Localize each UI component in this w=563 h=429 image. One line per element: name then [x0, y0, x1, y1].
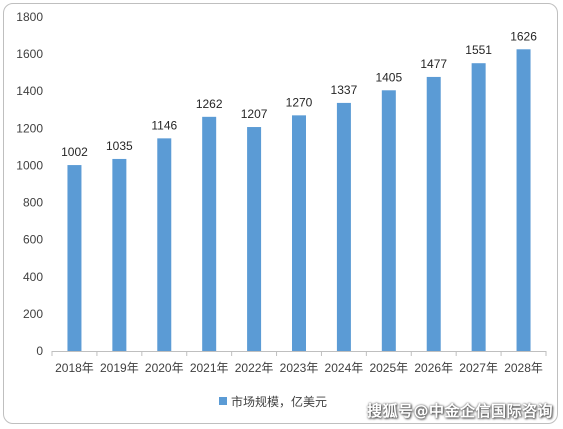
bar: [67, 165, 82, 351]
legend-swatch: [219, 397, 227, 405]
y-axis: 0 200 400 600 800 1000 1200 1400 1600 1800: [16, 10, 43, 358]
y-tick-label: 800: [23, 196, 43, 210]
data-label: 1262: [196, 97, 223, 111]
data-labels: 1002 1035 1146 1262 1207 1270 1337 1405 1477 1551…: [61, 29, 537, 159]
bar: [157, 138, 172, 351]
x-axis: 2018年 2019年 2020年 2021年 2022年 2023年 2024年 2025年…: [51, 351, 547, 375]
bars: [67, 49, 531, 352]
bar: [381, 90, 396, 352]
bar: [202, 116, 217, 351]
x-tick-label: 2028年: [504, 361, 543, 375]
y-tick-label: 0: [36, 344, 43, 358]
data-label: 1207: [241, 107, 268, 121]
watermark: 搜狐号@中金企信国际咨询: [366, 402, 553, 420]
data-label: 1477: [420, 57, 447, 71]
y-tick-label: 600: [23, 233, 43, 247]
data-label: 1146: [151, 118, 177, 132]
x-tick-label: 2018年: [55, 361, 94, 375]
x-tick-label: 2020年: [145, 361, 184, 375]
x-tick-label: 2025年: [369, 361, 408, 375]
bar: [247, 127, 262, 351]
y-tick-label: 200: [23, 307, 43, 321]
bar: [336, 102, 351, 351]
legend: 市场规模，亿美元: [219, 394, 327, 409]
chart-frame: [3, 3, 558, 424]
y-tick-label: 1800: [16, 10, 43, 24]
legend-label: 市场规模，亿美元: [231, 394, 327, 409]
x-tick-label: 2024年: [325, 361, 364, 375]
x-tick-label: 2027年: [459, 361, 498, 375]
bar: [292, 115, 306, 351]
y-tick-label: 1400: [16, 84, 43, 98]
bar: [471, 63, 486, 351]
x-tick-label: 2023年: [280, 361, 319, 375]
bar: [112, 158, 127, 351]
data-label: 1270: [286, 95, 313, 109]
x-tick-label: 2019年: [100, 361, 139, 375]
y-tick-label: 400: [23, 270, 43, 284]
bar: [516, 49, 531, 351]
x-tick-label: 2022年: [235, 361, 274, 375]
data-label: 1337: [331, 83, 358, 97]
data-label: 1405: [375, 70, 402, 84]
x-tick-label: 2021年: [190, 361, 229, 375]
y-tick-label: 1000: [16, 158, 43, 172]
data-label: 1002: [61, 145, 88, 159]
data-label: 1035: [106, 139, 133, 153]
y-tick-label: 1600: [16, 47, 43, 61]
data-label: 1626: [510, 29, 537, 43]
data-label: 1551: [465, 43, 492, 57]
bar: [426, 76, 441, 351]
x-tick-label: 2026年: [414, 361, 453, 375]
y-tick-label: 1200: [16, 121, 43, 135]
